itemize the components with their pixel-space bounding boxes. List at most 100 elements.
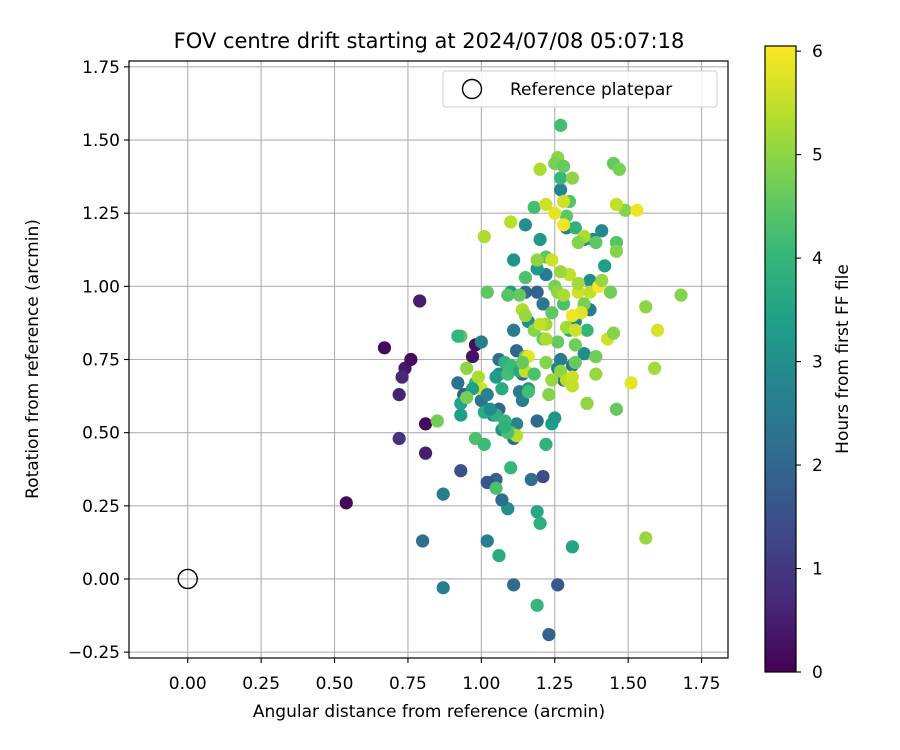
data-point — [392, 431, 406, 446]
data-point — [530, 598, 544, 612]
data-point — [489, 481, 503, 495]
data-point — [639, 531, 653, 545]
legend-label: Reference platepar — [510, 80, 672, 100]
data-point — [436, 581, 450, 595]
data-point — [518, 309, 532, 323]
y-tick-label: 1.50 — [82, 131, 120, 151]
data-point — [483, 402, 497, 416]
y-tick-label: 0.00 — [82, 570, 120, 590]
data-point — [501, 288, 515, 302]
data-point — [542, 388, 556, 402]
data-point — [436, 487, 450, 501]
colorbar-tick-label: 2 — [812, 456, 823, 476]
data-point — [404, 352, 418, 367]
data-point — [551, 578, 565, 592]
data-point — [504, 215, 518, 229]
data-point — [551, 335, 565, 349]
data-point — [539, 437, 553, 451]
data-point — [518, 270, 532, 285]
y-tick-label: 1.25 — [82, 204, 120, 224]
data-point — [515, 355, 530, 370]
data-point — [418, 417, 433, 431]
data-point — [530, 285, 544, 299]
data-point — [589, 235, 603, 250]
data-point — [536, 469, 550, 484]
data-point — [477, 229, 491, 244]
data-point — [603, 285, 618, 299]
data-point — [489, 370, 503, 384]
y-tick-label: 0.25 — [82, 497, 120, 517]
data-point — [568, 355, 582, 370]
data-point — [480, 534, 494, 548]
colorbar-ticks: 0 1 2 3 4 5 6 — [796, 42, 823, 683]
colorbar-tick-label: 6 — [812, 42, 823, 62]
data-point — [598, 259, 612, 273]
data-point — [395, 370, 409, 384]
x-axis-label: Angular distance from reference (arcmin) — [253, 702, 605, 722]
x-tick-label: 1.50 — [609, 674, 647, 694]
axis-ticks: 0.00 0.25 0.50 0.75 1.00 1.25 1.50 1.75 −0.25 0.0… — [68, 58, 721, 694]
data-point — [474, 335, 488, 349]
data-point — [554, 265, 568, 279]
data-point — [530, 414, 544, 428]
data-point — [477, 437, 491, 451]
y-axis-label: Rotation from reference (arcmin) — [23, 219, 43, 499]
data-point — [589, 367, 603, 381]
y-tick-label: 0.75 — [82, 351, 120, 371]
data-point — [527, 367, 541, 381]
data-point — [471, 370, 486, 384]
data-point — [507, 578, 521, 592]
data-point — [539, 355, 553, 370]
data-point — [565, 540, 579, 554]
chart-title: FOV centre drift starting at 2024/07/08 … — [174, 29, 685, 53]
data-point — [650, 323, 665, 337]
data-point — [480, 388, 494, 402]
data-point — [465, 349, 480, 364]
data-point — [530, 253, 544, 267]
legend-reference-marker-icon — [461, 78, 483, 100]
data-point — [507, 253, 521, 267]
colorbar-label: Hours from first FF file — [833, 264, 853, 454]
data-point — [507, 323, 521, 337]
data-point — [542, 627, 556, 642]
data-point — [571, 276, 585, 291]
reference-platepar-marker — [177, 568, 198, 590]
y-tick-label: 1.00 — [82, 277, 120, 297]
data-point — [630, 203, 644, 217]
colorbar-tick-label: 5 — [812, 146, 823, 166]
data-point — [595, 224, 609, 238]
colorbar-tick-label: 3 — [812, 353, 823, 373]
data-point — [548, 411, 562, 425]
data-point — [580, 396, 594, 410]
data-point — [589, 349, 603, 364]
data-point — [413, 294, 427, 308]
data-point — [377, 341, 392, 355]
data-point — [556, 194, 571, 209]
x-tick-label: 0.75 — [389, 674, 427, 694]
data-point — [454, 408, 468, 422]
data-point — [533, 317, 547, 331]
x-tick-label: 1.25 — [536, 674, 574, 694]
data-point — [495, 382, 509, 396]
data-point — [647, 361, 662, 375]
data-point — [512, 288, 527, 302]
data-point — [530, 505, 544, 519]
data-point — [545, 373, 559, 387]
data-point — [568, 221, 582, 235]
data-point — [568, 323, 582, 337]
data-point — [454, 464, 468, 478]
colorbar-tick-label: 0 — [812, 663, 823, 683]
colorbar-gradient — [765, 46, 796, 672]
data-point — [460, 390, 474, 405]
data-point — [580, 323, 594, 337]
data-point — [492, 548, 506, 563]
legend-box — [442, 70, 718, 108]
data-point — [545, 306, 559, 320]
x-tick-label: 0.50 — [316, 674, 354, 694]
data-point — [518, 218, 532, 232]
data-point — [565, 171, 579, 185]
data-point — [536, 297, 550, 311]
y-tick-label: 0.50 — [82, 424, 120, 444]
